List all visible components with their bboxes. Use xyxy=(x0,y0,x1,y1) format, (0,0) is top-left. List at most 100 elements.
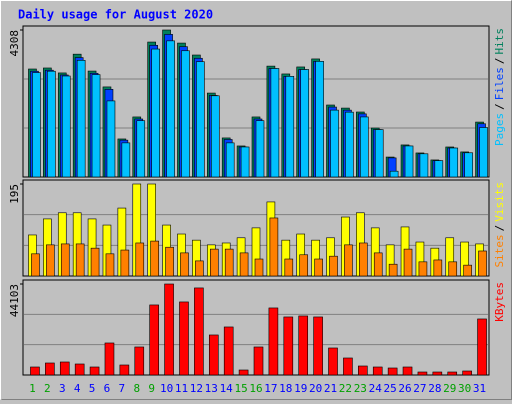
bar xyxy=(344,244,353,277)
y-tick-label: 44103 xyxy=(8,284,21,317)
bar xyxy=(46,244,55,277)
bar xyxy=(329,255,338,277)
bar xyxy=(328,347,338,376)
bar xyxy=(150,240,159,277)
bar xyxy=(315,61,324,178)
bar xyxy=(194,287,204,376)
legend-separator: / xyxy=(493,225,506,232)
bar xyxy=(225,142,235,178)
x-tick-label: 19 xyxy=(294,382,307,395)
bar xyxy=(419,153,429,178)
bar xyxy=(180,252,189,277)
legend-entry: KBytes xyxy=(493,282,506,322)
bar xyxy=(268,307,279,376)
bar xyxy=(239,252,249,277)
bar xyxy=(330,109,339,178)
x-tick-label: 11 xyxy=(175,382,188,395)
legend-entry: Files xyxy=(493,67,506,100)
bar xyxy=(151,48,160,178)
bar xyxy=(165,246,174,277)
bar xyxy=(61,75,71,178)
bar xyxy=(418,261,428,277)
bar xyxy=(389,170,399,178)
x-tick-label: 6 xyxy=(104,382,111,395)
bar xyxy=(402,366,413,376)
bar xyxy=(447,371,458,376)
bar xyxy=(433,259,443,277)
x-tick-label: 16 xyxy=(249,382,262,395)
legend-separator: / xyxy=(493,103,506,110)
x-tick-label: 22 xyxy=(339,382,352,395)
bar xyxy=(47,70,56,178)
bar xyxy=(477,318,487,376)
bar xyxy=(135,242,145,277)
bar xyxy=(314,258,323,277)
bar xyxy=(89,366,100,376)
legend: KBytes xyxy=(493,282,506,322)
bar xyxy=(195,260,204,277)
x-tick-label: 17 xyxy=(264,382,277,395)
bar xyxy=(134,346,145,376)
bar xyxy=(164,283,174,376)
bar xyxy=(253,346,264,376)
bar xyxy=(449,147,459,178)
bar xyxy=(270,68,280,178)
bar xyxy=(238,369,249,376)
bar xyxy=(269,217,279,277)
bar xyxy=(120,249,130,277)
bar xyxy=(285,76,295,178)
bar xyxy=(60,243,70,277)
bar xyxy=(374,129,384,178)
bar xyxy=(45,362,55,376)
x-tick-label: 27 xyxy=(413,382,426,395)
legend: Sites / Visits xyxy=(493,182,506,268)
legend-entry: Visits xyxy=(493,182,506,222)
x-tick-label: 29 xyxy=(443,382,456,395)
x-tick-label: 15 xyxy=(234,382,247,395)
bar xyxy=(240,146,250,178)
bar xyxy=(284,258,294,277)
bar xyxy=(358,365,368,376)
x-tick-label: 18 xyxy=(279,382,292,395)
bar xyxy=(76,60,86,178)
x-tick-label: 13 xyxy=(205,382,218,395)
bar xyxy=(30,366,40,376)
x-tick-label: 20 xyxy=(309,382,322,395)
bar xyxy=(179,301,189,376)
x-tick-label: 8 xyxy=(133,382,140,395)
x-tick-label: 23 xyxy=(354,382,367,395)
x-tick-label: 1 xyxy=(29,382,36,395)
legend: Pages / Files / Hits xyxy=(493,28,506,146)
bar xyxy=(283,316,294,376)
x-tick-label: 25 xyxy=(384,382,397,395)
bar xyxy=(196,61,205,178)
x-tick-label: 7 xyxy=(119,382,126,395)
bar xyxy=(403,248,413,277)
bar xyxy=(462,370,472,376)
bar xyxy=(373,252,383,277)
bar xyxy=(210,95,220,178)
bar xyxy=(74,363,85,376)
bar xyxy=(121,142,131,178)
x-tick-label: 4 xyxy=(74,382,81,395)
bar xyxy=(181,50,190,178)
y-tick-label: 195 xyxy=(8,184,21,204)
bar xyxy=(91,74,101,178)
x-tick-label: 10 xyxy=(160,382,173,395)
bar xyxy=(136,120,146,178)
bar xyxy=(31,253,40,277)
x-tick-label: 21 xyxy=(324,382,337,395)
bar xyxy=(149,304,159,376)
bar xyxy=(417,371,428,376)
bar xyxy=(208,334,219,376)
x-tick-label: 12 xyxy=(190,382,203,395)
x-tick-label: 9 xyxy=(148,382,155,395)
bar xyxy=(463,264,472,277)
x-tick-label: 14 xyxy=(220,382,234,395)
bar xyxy=(448,261,458,277)
x-tick-label: 28 xyxy=(428,382,441,395)
bar xyxy=(255,120,265,178)
x-tick-label: 2 xyxy=(44,382,51,395)
